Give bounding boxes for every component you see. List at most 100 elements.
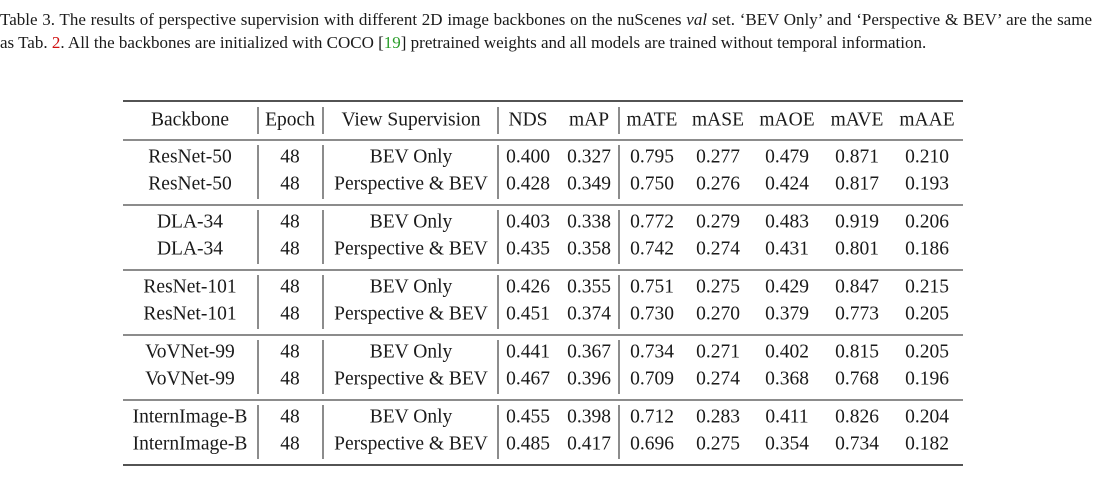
cell: 0.772 xyxy=(630,211,674,232)
cell: 0.750 xyxy=(630,173,674,194)
cell: 0.871 xyxy=(835,146,879,167)
cell: 0.182 xyxy=(905,433,949,454)
cell: 0.276 xyxy=(696,173,740,194)
cell: 48 xyxy=(280,406,300,427)
cell: VoVNet-99 xyxy=(145,368,235,389)
cell: 0.696 xyxy=(630,433,674,454)
cell: Perspective & BEV xyxy=(334,238,488,259)
cell: 0.277 xyxy=(696,146,740,167)
column-header: mAVE xyxy=(831,109,884,130)
cell: 0.193 xyxy=(905,173,949,194)
cell: 0.402 xyxy=(765,341,809,362)
cell: 0.479 xyxy=(765,146,809,167)
column-header: Backbone xyxy=(151,109,229,130)
cell: InternImage-B xyxy=(133,433,248,454)
cell: 0.919 xyxy=(835,211,879,232)
cell: 0.398 xyxy=(567,406,611,427)
cell: 0.206 xyxy=(905,211,949,232)
cell: 0.424 xyxy=(765,173,809,194)
table-ref[interactable]: 2 xyxy=(51,33,61,52)
column-header: mASE xyxy=(692,109,744,130)
cell: 0.428 xyxy=(506,173,550,194)
cell: ResNet-50 xyxy=(148,173,231,194)
cell: 0.205 xyxy=(905,303,949,324)
cell: 48 xyxy=(280,146,300,167)
cell: 0.451 xyxy=(506,303,550,324)
cell: BEV Only xyxy=(370,211,453,232)
column-header: mAP xyxy=(569,109,609,130)
cell: 0.279 xyxy=(696,211,740,232)
cell: 0.483 xyxy=(765,211,809,232)
caption-text: Table 3. The results of perspective supe… xyxy=(0,10,687,29)
cell: InternImage-B xyxy=(133,406,248,427)
caption-text: val xyxy=(686,10,708,29)
cell: 0.275 xyxy=(696,276,740,297)
cell: Perspective & BEV xyxy=(334,173,488,194)
cell: DLA-34 xyxy=(157,211,223,232)
cell: 0.426 xyxy=(506,276,550,297)
cell: 0.742 xyxy=(630,238,674,259)
cell: 0.847 xyxy=(835,276,879,297)
cell: 0.396 xyxy=(567,368,611,389)
cell: 48 xyxy=(280,211,300,232)
cell: 0.354 xyxy=(765,433,809,454)
column-header: Epoch xyxy=(265,109,315,130)
cell: DLA-34 xyxy=(157,238,223,259)
cell: 0.349 xyxy=(567,173,611,194)
cell: ResNet-50 xyxy=(148,146,231,167)
cell: 0.186 xyxy=(905,238,949,259)
cell: 0.435 xyxy=(506,238,550,259)
cell: 0.205 xyxy=(905,341,949,362)
cell: 0.795 xyxy=(630,146,674,167)
cell: 48 xyxy=(280,238,300,259)
column-header: mATE xyxy=(627,109,678,130)
cell: 0.204 xyxy=(905,406,949,427)
cell: 0.773 xyxy=(835,303,879,324)
cell: 0.400 xyxy=(506,146,550,167)
cell: 0.355 xyxy=(567,276,611,297)
cell: Perspective & BEV xyxy=(334,368,488,389)
cell: 0.768 xyxy=(835,368,879,389)
cell: 0.734 xyxy=(835,433,879,454)
cell: 0.283 xyxy=(696,406,740,427)
cell: 48 xyxy=(280,341,300,362)
cell: 0.455 xyxy=(506,406,550,427)
cell: 0.275 xyxy=(696,433,740,454)
cell: 0.215 xyxy=(905,276,949,297)
cell: 0.274 xyxy=(696,238,740,259)
cell: 0.431 xyxy=(765,238,809,259)
cell: 0.417 xyxy=(567,433,611,454)
citation[interactable]: 19 xyxy=(383,33,401,52)
cell: 0.467 xyxy=(506,368,550,389)
column-header: NDS xyxy=(508,109,547,130)
cell: 48 xyxy=(280,276,300,297)
cell: 48 xyxy=(280,303,300,324)
cell: 0.367 xyxy=(567,341,611,362)
cell: BEV Only xyxy=(370,406,453,427)
cell: 0.801 xyxy=(835,238,879,259)
caption-text: ] pretrained weights and all models are … xyxy=(400,33,927,52)
cell: 48 xyxy=(280,433,300,454)
caption-text: set. ‘BEV Only’ and ‘Perspective & BEV’ … xyxy=(0,10,1092,52)
cell: 0.271 xyxy=(696,341,740,362)
cell: 0.403 xyxy=(506,211,550,232)
cell: ResNet-101 xyxy=(143,303,236,324)
cell: BEV Only xyxy=(370,146,453,167)
cell: 0.379 xyxy=(765,303,809,324)
caption: Table 3. The results of perspective supe… xyxy=(0,8,1092,54)
cell: ResNet-101 xyxy=(143,276,236,297)
cell: BEV Only xyxy=(370,341,453,362)
cell: 48 xyxy=(280,368,300,389)
cell: 0.826 xyxy=(835,406,879,427)
cell: 48 xyxy=(280,173,300,194)
cell: 0.734 xyxy=(630,341,674,362)
cell: 0.368 xyxy=(765,368,809,389)
cell: 0.196 xyxy=(905,368,949,389)
cell: 0.429 xyxy=(765,276,809,297)
cell: 0.815 xyxy=(835,341,879,362)
column-header: mAOE xyxy=(759,109,814,130)
cell: 0.485 xyxy=(506,433,550,454)
column-header: View Supervision xyxy=(341,109,480,130)
